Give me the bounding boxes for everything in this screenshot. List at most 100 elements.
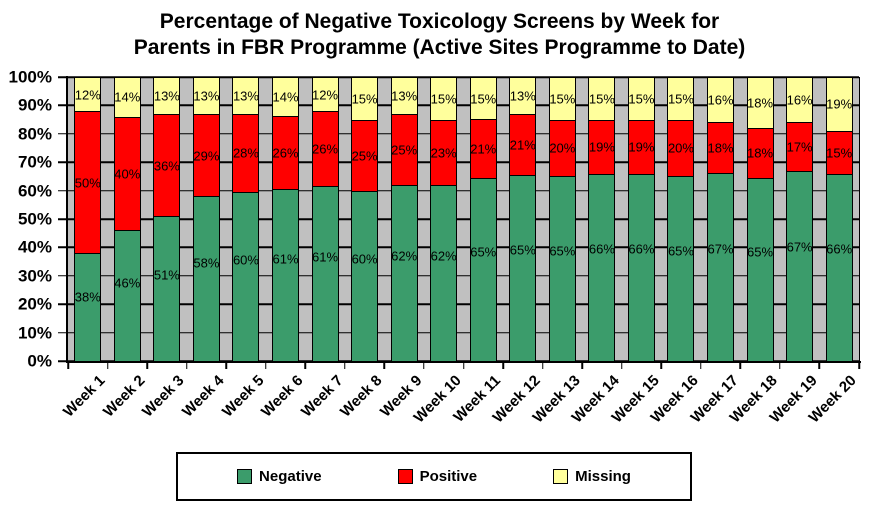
x-tick-mark (67, 363, 69, 369)
legend-item-positive: Positive (397, 468, 477, 485)
data-label: 62% (391, 248, 418, 264)
x-tick-mark (858, 363, 860, 369)
x-tick-mark (185, 363, 188, 369)
bar-segment-positive: 20% (667, 119, 695, 177)
x-tick-mark (304, 363, 307, 369)
data-label: 15% (667, 91, 694, 107)
data-label: 25% (391, 142, 418, 158)
bar-segment-positive: 26% (311, 111, 339, 186)
y-tick-mark (58, 76, 67, 78)
bar-segment-negative: 61% (272, 189, 299, 361)
gridline (68, 275, 859, 277)
y-tick-label: 90% (17, 95, 52, 115)
x-category-label: Week 5 (218, 372, 267, 421)
bar-week-2: 14% 40% 46% (113, 77, 141, 361)
bar-segment-negative: 65% (509, 174, 537, 361)
y-tick-mark (58, 104, 67, 107)
data-label: 13% (232, 88, 259, 104)
bar-segment-positive: 15% (825, 130, 853, 174)
data-label: 60% (232, 252, 259, 268)
bar-segment-missing: 15% (667, 77, 695, 120)
bar-segment-negative: 38% (74, 253, 102, 361)
y-tick-label: 20% (17, 294, 52, 314)
data-label: 67% (786, 239, 813, 255)
y-tick-mark (58, 161, 67, 163)
bar-segment-negative: 66% (588, 173, 616, 361)
data-label: 46% (114, 275, 141, 291)
bar-segment-missing: 12% (311, 77, 339, 112)
y-tick-mark (58, 218, 67, 220)
data-label: 15% (588, 91, 615, 107)
data-label: 26% (272, 145, 299, 161)
bar-week-5: 13% 28% 60% (232, 77, 260, 361)
data-label: 16% (707, 92, 734, 108)
data-label: 15% (470, 91, 497, 107)
bar-segment-missing: 13% (509, 77, 537, 115)
x-tick-mark (779, 363, 781, 369)
bar-segment-missing: 15% (430, 77, 458, 120)
data-label: 65% (667, 243, 694, 259)
data-label: 38% (74, 289, 101, 305)
bar-segment-missing: 15% (351, 77, 379, 120)
data-label: 21% (470, 141, 497, 157)
bar-segment-negative: 58% (192, 196, 220, 361)
gridline (68, 218, 859, 220)
data-label: 18% (747, 95, 774, 111)
legend: Negative Positive Missing (176, 452, 692, 501)
x-tick-mark (344, 363, 346, 369)
data-label: 15% (430, 91, 457, 107)
gridline (68, 133, 859, 135)
y-tick-mark (58, 331, 67, 334)
data-label: 28% (232, 145, 259, 161)
data-label: 13% (509, 88, 536, 104)
y-axis: 0% 10% 20% 30% 40% 50% 60% 70% 80% 90% 100% (0, 69, 52, 370)
bar-segment-missing: 13% (390, 77, 418, 114)
x-tick-mark (383, 363, 386, 369)
data-label: 15% (549, 91, 576, 107)
gridline (68, 331, 859, 334)
data-label: 16% (786, 92, 813, 108)
y-tick-label: 60% (17, 181, 52, 201)
y-axis-line (66, 76, 68, 362)
bar-segment-negative: 62% (430, 184, 458, 361)
gridline (68, 76, 859, 78)
x-tick-mark (660, 363, 662, 369)
y-tick-label: 40% (17, 237, 52, 257)
bar-segment-negative: 67% (786, 170, 814, 361)
bar-segment-missing: 13% (232, 77, 260, 114)
bar-segment-missing: 16% (707, 77, 735, 122)
plot-area: 12% 50% 38% 14% 40% 46% 13% 36% 51% 13% 29% 58% 13% 2… (58, 76, 861, 426)
bar-segment-positive: 19% (588, 119, 616, 174)
gridline (68, 189, 859, 192)
data-label: 67% (707, 241, 734, 257)
x-category-label: Week 1 (60, 372, 109, 421)
y-tick-label: 50% (17, 209, 52, 229)
data-label: 36% (153, 158, 180, 174)
bar-segment-positive: 21% (509, 114, 537, 175)
bar-week-15: 15% 19% 66% (627, 77, 655, 361)
y-tick-label: 10% (17, 323, 52, 343)
y-tick-label: 100% (8, 67, 52, 87)
chart-title-line1: Percentage of Negative Toxicology Screen… (159, 10, 720, 33)
bar-week-14: 15% 19% 66% (588, 77, 616, 361)
bar-week-4: 13% 29% 58% (192, 77, 220, 361)
bar-segment-positive: 26% (272, 116, 299, 190)
x-category-label: Week 3 (139, 372, 188, 421)
bar-week-11: 15% 21% 65% (469, 77, 497, 361)
bar-segment-missing: 18% (746, 77, 774, 128)
y-tick-mark (58, 360, 67, 362)
bar-segment-missing: 16% (786, 77, 814, 123)
bar-segment-negative: 62% (390, 184, 418, 361)
missing-swatch-icon (553, 469, 569, 484)
bar-week-20: 19% 15% 66% (825, 77, 853, 361)
chart-title: Percentage of Negative Toxicology Screen… (0, 9, 879, 61)
bar-week-6: 14% 26% 61% (272, 77, 299, 361)
x-category-label: Week 8 (337, 372, 386, 421)
data-label: 65% (747, 244, 774, 260)
gridline (68, 104, 859, 107)
data-label: 62% (430, 248, 457, 264)
x-tick-mark (620, 363, 623, 369)
y-tick-label: 70% (17, 152, 52, 172)
bar-segment-negative: 65% (469, 178, 497, 361)
